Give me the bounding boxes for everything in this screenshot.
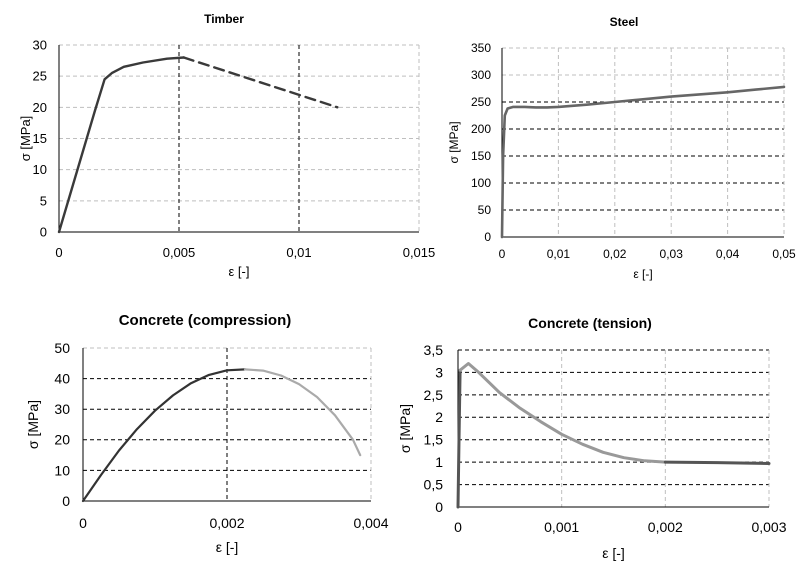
chart-panel-2: 0 50 100 150 200 250 300 350 0 0,01 0,02 0,03 0,04 0,… (447, 15, 796, 281)
y-tick-label: 20 (54, 432, 70, 448)
x-tick-label: 0,03 (660, 247, 684, 261)
y-tick-label: 150 (471, 149, 491, 163)
y-tick-label: 3,5 (424, 342, 444, 358)
x-tick-label: 0,002 (209, 515, 244, 531)
x-tick-label: 0 (499, 247, 506, 261)
chart-title: Steel (610, 15, 639, 29)
x-tick-label: 0,003 (751, 519, 786, 535)
series-line-2 (182, 56, 339, 109)
y-tick-label: 0 (435, 499, 443, 515)
series-line-1 (81, 368, 247, 503)
x-tick-label: 0,004 (353, 515, 388, 531)
x-tick-label: 0 (454, 519, 462, 535)
y-tick-label: 10 (54, 462, 70, 478)
y-tick-label: 20 (33, 100, 47, 115)
y-tick-label: 50 (478, 203, 492, 217)
x-tick-label: 0,005 (163, 245, 196, 260)
y-tick-label: 10 (33, 162, 47, 177)
chart-title: Concrete (compression) (119, 312, 292, 329)
chart-panel-1: 0 5 10 15 20 25 30 0 0,005 0,01 0,015 Timber ε [-] σ … (18, 12, 435, 279)
x-tick-label: 0,01 (286, 245, 311, 260)
x-axis-label: ε [-] (229, 264, 250, 279)
chart-title: Timber (204, 12, 244, 26)
y-tick-label: 30 (33, 38, 47, 53)
x-tick-label: 0,01 (547, 247, 571, 261)
y-tick-label: 1,5 (424, 432, 444, 448)
y-tick-label: 0,5 (424, 476, 444, 492)
x-axis-label: ε [-] (216, 539, 239, 555)
y-tick-label: 25 (33, 69, 47, 84)
x-tick-label: 0,04 (716, 247, 740, 261)
y-tick-label: 350 (471, 41, 491, 55)
chart-panel-3: 0 10 20 30 40 50 0 0,002 0,004 Concrete (compress… (25, 312, 389, 555)
y-tick-label: 0 (40, 225, 47, 240)
y-axis-label: σ [MPa] (447, 121, 461, 163)
y-tick-label: 2 (435, 409, 443, 425)
x-tick-label: 0,001 (544, 519, 579, 535)
x-axis-label: ε [-] (602, 545, 625, 561)
y-tick-label: 2,5 (424, 387, 444, 403)
chart-panel-4: 0 0,5 1 1,5 2 2,5 3 3,5 0 0,001 0,002 0,003 Concrete… (397, 315, 787, 561)
series-line-1 (500, 85, 786, 239)
x-axis-label: ε [-] (633, 267, 652, 281)
x-tick-label: 0 (79, 515, 87, 531)
series-line-2 (458, 362, 667, 464)
y-tick-label: 200 (471, 122, 491, 136)
x-tick-label: 0,05 (772, 247, 796, 261)
series-line-1 (456, 368, 462, 509)
y-tick-label: 250 (471, 95, 491, 109)
y-axis-label: σ [MPa] (25, 400, 41, 449)
y-tick-label: 0 (62, 493, 70, 509)
y-tick-label: 5 (40, 193, 47, 208)
series-line-3 (663, 460, 771, 465)
x-tick-label: 0,002 (648, 519, 683, 535)
y-tick-label: 40 (54, 371, 70, 387)
y-tick-label: 1 (435, 454, 443, 470)
y-tick-label: 0 (484, 230, 491, 244)
y-tick-label: 15 (33, 131, 47, 146)
x-tick-label: 0,02 (603, 247, 627, 261)
y-tick-label: 50 (54, 340, 70, 356)
y-tick-label: 100 (471, 176, 491, 190)
y-tick-label: 300 (471, 68, 491, 82)
chart-title: Concrete (tension) (528, 315, 652, 331)
x-tick-label: 0,015 (403, 245, 436, 260)
y-axis-label: σ [MPa] (18, 116, 33, 162)
y-tick-label: 30 (54, 401, 70, 417)
y-axis-label: σ [MPa] (397, 404, 413, 453)
series-line-1 (57, 56, 186, 234)
y-tick-label: 3 (435, 364, 443, 380)
series-line-2 (243, 368, 362, 457)
x-tick-label: 0 (55, 245, 62, 260)
